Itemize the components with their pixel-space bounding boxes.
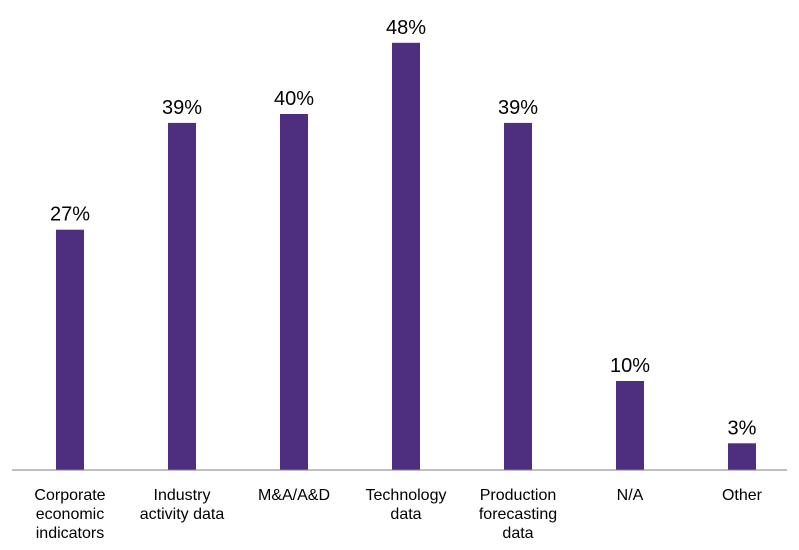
bars-layer: [56, 42, 756, 471]
category-label-5: N/A: [617, 487, 644, 504]
data-labels-layer: 27% 39% 40% 48% 39% 10% 3%: [50, 17, 757, 439]
category-label-2: M&A/A&D: [258, 487, 330, 504]
category-label-4: Production forecasting data: [479, 487, 557, 542]
category-label-6: Other: [722, 487, 763, 504]
bar-1: [168, 122, 196, 471]
bar-6: [728, 443, 756, 470]
data-label-2: 40%: [274, 88, 314, 110]
data-label-4: 39%: [498, 97, 538, 119]
bar-2: [280, 114, 308, 470]
category-label-3: Technology data: [366, 487, 447, 523]
bar-4: [504, 122, 532, 471]
bar-5: [616, 381, 644, 470]
data-label-1: 39%: [162, 97, 202, 119]
bar-0: [56, 229, 84, 470]
category-label-0: Corporate economic indicators: [34, 487, 105, 542]
data-label-0: 27%: [50, 204, 90, 226]
data-label-5: 10%: [610, 355, 650, 377]
category-label-1: Industry activity data: [140, 487, 225, 523]
category-labels-layer: Corporate economic indicators Industry activ…: [34, 487, 762, 542]
data-label-6: 3%: [728, 417, 757, 439]
data-label-3: 48%: [386, 17, 426, 39]
bar-3: [392, 42, 420, 471]
